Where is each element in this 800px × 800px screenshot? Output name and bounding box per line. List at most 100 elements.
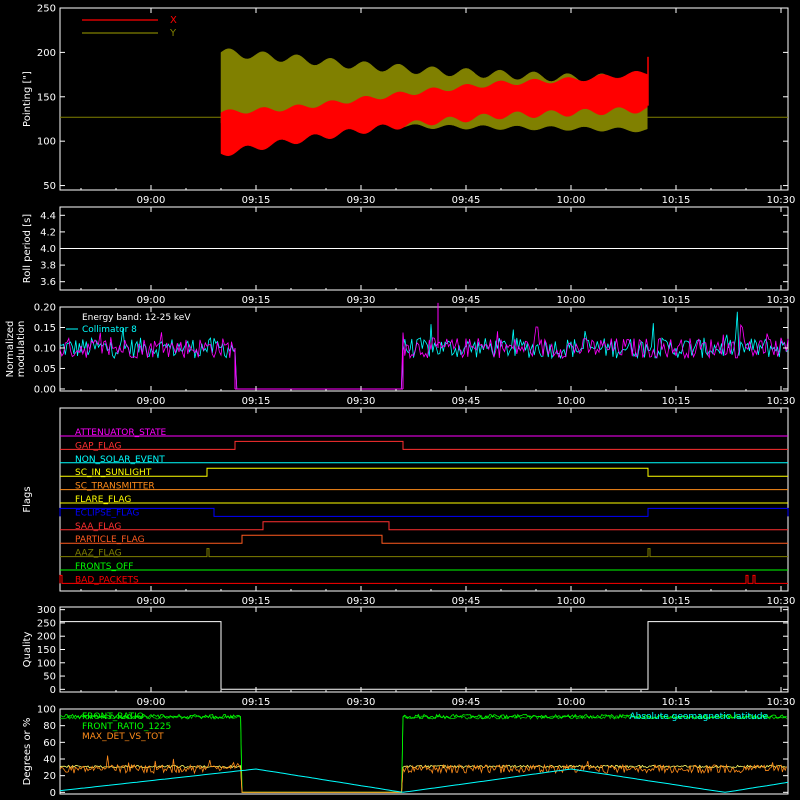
x-tick-label: 09:00 (137, 295, 166, 306)
y-tick-label: 300 (37, 605, 56, 616)
x-tick-label: 09:00 (137, 697, 166, 708)
y-tick-label: 0 (50, 788, 56, 799)
roll-period-panel: 09:00 09:15 09:30 09:45 10:00 10:15 10:30 3.63… (22, 206, 796, 306)
legend-label-y: Y (169, 28, 177, 39)
pointing-plot-frame (59, 7, 789, 191)
x-tick-label: 10:30 (767, 295, 796, 306)
modulation-plot-area (59, 302, 789, 390)
flag-trace (60, 548, 788, 558)
x-tick-label: 09:30 (347, 195, 376, 206)
x-tick-label: 09:30 (347, 697, 376, 708)
flag-label: SAA_FLAG (75, 522, 121, 532)
ratios-plot-area (59, 713, 789, 793)
y-tick-label: 150 (37, 645, 56, 656)
y-tick-label: 40 (43, 755, 56, 766)
pointing-legend: X Y (82, 15, 177, 39)
y-tick-label: 0.05 (34, 364, 56, 375)
modulation-cyan-series (59, 311, 789, 390)
quality-plot-area (60, 621, 788, 690)
modulation-legend-energy: Energy band: 12-25 keV (82, 313, 191, 323)
y-tick-label: 80 (43, 721, 56, 732)
modulation-magenta-series (59, 323, 789, 390)
max-det-vs-tot-series (59, 755, 787, 793)
x-tick-label: 09:30 (347, 295, 376, 306)
flag-trace (60, 521, 788, 531)
ratios-legend-front-ratio-1225: FRONT_RATIO_1225 (82, 722, 171, 732)
roll-period-y-axis: 3.6 3.8 4.0 4.2 4.4 (40, 211, 788, 288)
ratios-plot-frame (59, 708, 789, 795)
x-tick-label: 09:45 (452, 596, 481, 607)
quality-panel: 09:00 09:15 09:30 09:45 10:00 10:15 10:30 0 50 1… (22, 605, 795, 708)
flag-trace (60, 534, 788, 544)
x-tick-label: 10:00 (557, 396, 586, 407)
x-tick-label: 10:15 (662, 596, 691, 607)
y-tick-label: 4.0 (40, 244, 56, 255)
modulation-x-axis: 09:00 09:15 09:30 09:45 10:00 10:15 10:30 (80, 307, 795, 407)
flag-trace (60, 440, 788, 450)
y-tick-label: 250 (37, 4, 56, 15)
quality-x-axis: 09:00 09:15 09:30 09:45 10:00 10:15 10:30 (80, 607, 795, 708)
y-tick-label: 100 (37, 137, 56, 148)
x-tick-label: 10:00 (557, 596, 586, 607)
y-tick-label: 200 (37, 632, 56, 643)
x-tick-label: 10:00 (557, 697, 586, 708)
modulation-panel: 09:00 09:15 09:30 09:45 10:00 10:15 10:30 0.00… (5, 303, 795, 408)
y-tick-label: 4.4 (40, 211, 56, 222)
quality-line (60, 621, 788, 690)
ratios-panel: 0 20 40 60 80 100 Degrees or % FRONT_RATIO FR… (22, 705, 789, 799)
y-tick-label: 3.6 (40, 277, 56, 288)
y-tick-label: 0.20 (34, 303, 56, 314)
modulation-y-axis: 0.00 0.05 0.10 0.15 0.20 (34, 303, 788, 395)
pointing-plot-area (60, 48, 788, 157)
x-tick-label: 10:30 (767, 596, 796, 607)
modulation-ylabel-line1: Normalized (5, 321, 16, 378)
flag-label: NON_SOLAR_EVENT (75, 455, 165, 465)
y-tick-label: 20 (43, 771, 56, 782)
pointing-y-axis: 50 100 150 200 250 (37, 4, 788, 192)
ratios-right-label: Absolute geomagnetic latitude (629, 712, 768, 722)
flag-label: FRONTS_OFF (75, 562, 133, 572)
x-tick-label: 09:15 (242, 396, 271, 407)
x-tick-label: 09:15 (242, 195, 271, 206)
quality-ylabel: Quality (22, 632, 33, 668)
flag-label: FLARE_FLAG (75, 495, 131, 505)
y-tick-label: 50 (43, 672, 56, 683)
ratios-y-axis: 0 20 40 60 80 100 (37, 705, 788, 799)
x-tick-label: 09:45 (452, 195, 481, 206)
y-tick-label: 4.2 (40, 227, 56, 238)
legend-label-x: X (170, 15, 177, 26)
pointing-panel: 09:00 09:15 09:30 09:45 10:00 10:15 10:30 50 10… (22, 4, 795, 207)
x-tick-label: 10:00 (557, 195, 586, 206)
series-x-band (220, 71, 648, 157)
roll-period-x-axis: 09:00 09:15 09:30 09:45 10:00 10:15 10:30 (80, 207, 796, 306)
flags-plot-frame (59, 407, 789, 592)
ratios-legend-front-ratio: FRONT_RATIO (82, 712, 144, 722)
x-tick-label: 09:00 (137, 596, 166, 607)
y-tick-label: 200 (37, 48, 56, 59)
flag-label: SC_IN_SUNLIGHT (75, 468, 152, 478)
y-tick-label: 60 (43, 738, 56, 749)
y-tick-label: 150 (37, 92, 56, 103)
x-tick-label: 09:30 (347, 596, 376, 607)
flags-x-axis: 09:00 09:15 09:30 09:45 10:00 10:15 10:30 (80, 408, 796, 607)
x-tick-label: 10:00 (557, 295, 586, 306)
flags-panel: ATTENUATOR_STATE GAP_FLAG NON_SOLAR_EVENT S… (22, 407, 796, 607)
x-tick-label: 09:45 (452, 295, 481, 306)
x-tick-label: 10:30 (767, 195, 796, 206)
flags-ylabel: Flags (22, 486, 33, 512)
flags-plot-area: ATTENUATOR_STATE GAP_FLAG NON_SOLAR_EVENT S… (59, 428, 789, 585)
geomagnetic-latitude-curve (59, 768, 789, 793)
flag-label: PARTICLE_FLAG (75, 535, 145, 545)
y-tick-label: 250 (37, 618, 56, 629)
x-tick-label: 09:15 (242, 596, 271, 607)
flag-trace (60, 467, 788, 477)
y-tick-label: 3.8 (40, 261, 56, 272)
modulation-ylabel-line2: modulation (16, 321, 27, 378)
x-tick-label: 09:15 (242, 697, 271, 708)
x-tick-label: 09:00 (137, 396, 166, 407)
flag-trace (59, 574, 788, 584)
flag-label: BAD_PACKETS (75, 575, 139, 585)
flag-label: GAP_FLAG (75, 441, 121, 451)
ratios-legend-max-det: MAX_DET_VS_TOT (82, 732, 164, 742)
flag-label: AAZ_FLAG (75, 549, 122, 559)
